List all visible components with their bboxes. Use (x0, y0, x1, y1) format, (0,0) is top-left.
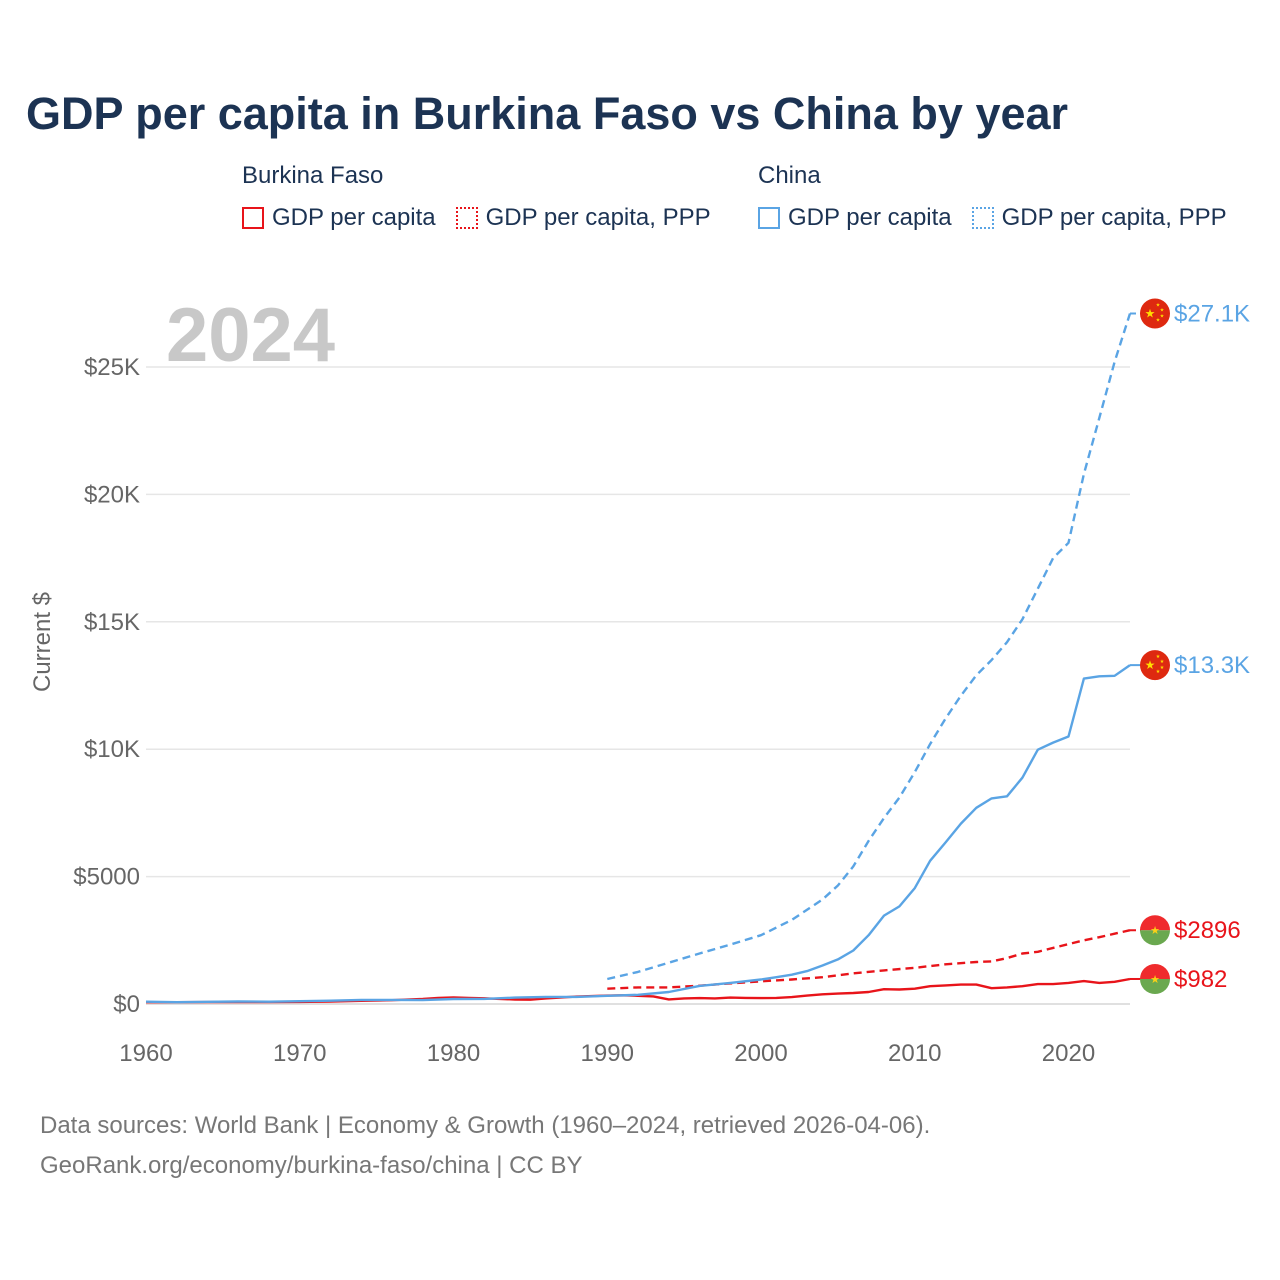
data-source-note: Data sources: World Bank | Economy & Gro… (40, 1106, 930, 1186)
burkina-faso-flag-icon: ★ (1140, 915, 1170, 946)
x-axis-ticks: 1960 1970 1980 1990 2000 2010 2020 (119, 1040, 1095, 1067)
series-line-3 (607, 313, 1132, 981)
end-value-label: $27.1K (1174, 300, 1250, 327)
x-tick-label: 2020 (1042, 1040, 1095, 1067)
burkina-faso-flag-icon: ★ (1140, 963, 1170, 994)
china-flag-icon: ★★★★★ (1140, 650, 1170, 681)
legend-group-china: China GDP per capita GDP per capita, PPP (758, 162, 1227, 232)
flag-star: ★ (1145, 658, 1156, 672)
flag-star-small: ★ (1160, 659, 1165, 665)
flag-star-small: ★ (1160, 313, 1165, 319)
legend-item-bf-gdp-ppp[interactable]: GDP per capita, PPP (455, 204, 711, 232)
series-line-0 (146, 977, 1131, 1004)
legend-group-label: China (758, 162, 821, 189)
end-value-label: $982 (1174, 966, 1227, 993)
legend-group-label: Burkina Faso (242, 162, 384, 189)
flag-bottom (1140, 978, 1170, 994)
end-value-label: $2896 (1174, 917, 1241, 944)
flag-top (1140, 963, 1170, 979)
x-tick-label: 2010 (888, 1040, 941, 1067)
series-line-2 (145, 664, 1131, 1004)
flag-field (1140, 298, 1170, 329)
flag-star: ★ (1150, 925, 1160, 937)
chart-title: GDP per capita in Burkina Faso vs China … (26, 88, 1069, 139)
flag-star-small: ★ (1160, 665, 1165, 671)
y-tick-label: $10K (84, 736, 140, 763)
legend-item-label: GDP per capita, PPP (1001, 204, 1227, 231)
legend-swatch-solid (242, 207, 264, 229)
x-tick-label: 2000 (734, 1040, 787, 1067)
y-tick-label: $15K (84, 609, 140, 636)
x-tick-label: 1980 (427, 1040, 480, 1067)
x-tick-label: 1960 (119, 1040, 172, 1067)
legend-group-burkina-faso: Burkina Faso GDP per capita GDP per capi… (242, 162, 711, 232)
x-tick-label: 1990 (581, 1040, 634, 1067)
flag-star-small: ★ (1160, 307, 1165, 313)
legend-item-cn-gdp-ppp[interactable]: GDP per capita, PPP (971, 204, 1227, 232)
legend-swatch-solid (758, 207, 780, 229)
y-tick-label: $5000 (73, 864, 140, 891)
legend-item-label: GDP per capita (272, 204, 436, 231)
y-tick-label: $25K (84, 354, 140, 381)
y-axis-ticks: $0 $5000 $10K $15K $20K $25K (73, 354, 140, 1018)
grid-lines (146, 366, 1130, 1005)
legend-item-label: GDP per capita (788, 204, 952, 231)
y-axis-label: Current $ (29, 592, 56, 692)
series-line-1 (607, 929, 1131, 990)
y-tick-label: $0 (113, 991, 140, 1018)
flag-star: ★ (1150, 974, 1160, 986)
flag-star-small: ★ (1156, 302, 1161, 308)
y-tick-label: $20K (84, 481, 140, 508)
legend-item-bf-gdp[interactable]: GDP per capita (242, 204, 436, 232)
end-value-label: $13.3K (1174, 652, 1250, 679)
line-chart: $0 $5000 $10K $15K $20K $25K 1960 1970 1980 1990… (29, 298, 1250, 1067)
year-watermark: 2024 (166, 293, 336, 378)
flag-field (1140, 650, 1170, 681)
flag-bottom (1140, 930, 1170, 946)
china-flag-icon: ★★★★★ (1140, 298, 1170, 329)
x-tick-label: 1970 (273, 1040, 326, 1067)
source-line-1: Data sources: World Bank | Economy & Gro… (40, 1112, 931, 1139)
legend-swatch-dotted (971, 207, 994, 229)
legend-swatch-dotted (455, 207, 478, 229)
source-line-2[interactable]: GeoRank.org/economy/burkina-faso/china |… (40, 1152, 583, 1179)
flag-star-small: ★ (1156, 317, 1161, 323)
series-lines (145, 313, 1132, 1004)
legend-item-label: GDP per capita, PPP (485, 204, 711, 231)
flag-star: ★ (1145, 306, 1156, 320)
series-end-markers: ★ $982★ $2896★★★★★ $13.3K★★★★★ $27.1K (1130, 298, 1250, 994)
legend-item-cn-gdp[interactable]: GDP per capita (758, 204, 952, 232)
flag-star-small: ★ (1156, 669, 1161, 675)
flag-star-small: ★ (1156, 654, 1161, 660)
flag-top (1140, 915, 1170, 931)
